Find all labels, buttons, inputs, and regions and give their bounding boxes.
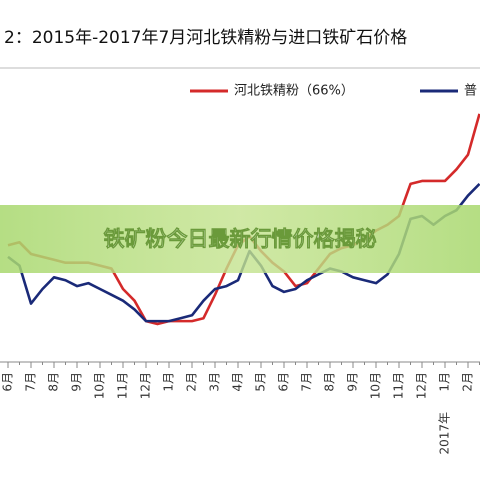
x-tick-label: 5月 (254, 372, 268, 392)
x-tick-label: 11月 (392, 372, 406, 399)
legend: 河北铁精粉（66%） 普 (190, 84, 477, 99)
legend-label: 普 (464, 84, 477, 99)
x-tick-label: 1月 (438, 372, 452, 392)
legend-label: 河北铁精粉（66%） (234, 84, 354, 99)
x-tick-label: 4月 (231, 372, 245, 392)
x-tick-label: 2月 (461, 372, 475, 392)
x-tick-label: 12月 (415, 372, 429, 399)
x-tick-label: 7月 (24, 372, 38, 392)
x-tick-label: 8月 (323, 372, 337, 392)
overlay-title: 铁矿粉今日最新行情价格揭秘 (104, 227, 377, 251)
x-tick-label: 10月 (369, 372, 383, 399)
plot-area: 6月 7月 8月 9月 10月 11月 12月 1月 2月 3月 4月 5月 6月 7月 8月 9月 10月 11… (0, 113, 480, 455)
x-tick-label: 8月 (47, 372, 61, 392)
x-tick-label: 1月 (162, 372, 176, 392)
x-tick-label: 6月 (277, 372, 291, 392)
overlay-band (0, 205, 480, 273)
x-tick-label: 6月 (1, 372, 15, 392)
x-tick-label: 10月 (93, 372, 107, 399)
x-tick-label: 9月 (346, 372, 360, 392)
x-tick-label: 9月 (70, 372, 84, 392)
x-tick-label: 7月 (300, 372, 314, 392)
x-tick-label: 2月 (185, 372, 199, 392)
x-tick-label: 11月 (116, 372, 130, 399)
chart-title: 2：2015年-2017年7月河北铁精粉与进口铁矿石价格 (4, 28, 407, 48)
year-label: 2017年 (438, 412, 452, 455)
x-tick-label: 12月 (139, 372, 153, 399)
x-tick-label: 3月 (208, 372, 222, 392)
